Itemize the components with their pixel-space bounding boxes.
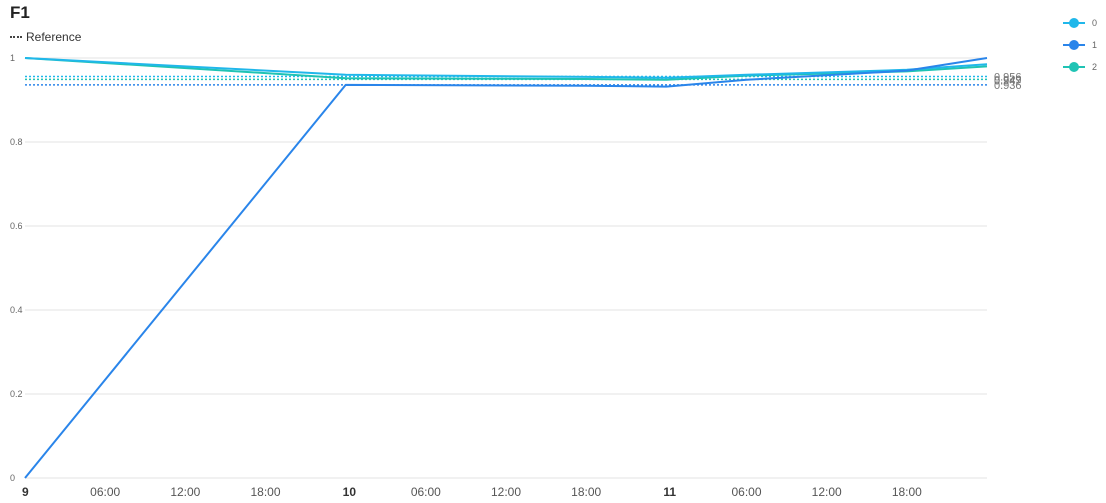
legend-label-2: 2 xyxy=(1092,62,1097,72)
x-tick-label: 11 xyxy=(663,485,676,499)
x-tick-label: 18:00 xyxy=(250,485,280,499)
y-tick-label: 0 xyxy=(10,473,15,483)
reference-legend: Reference xyxy=(10,30,81,44)
y-tick-label: 0.4 xyxy=(10,305,23,315)
x-tick-label: 18:00 xyxy=(892,485,922,499)
x-tick-label: 10 xyxy=(343,485,357,499)
y-tick-label: 1 xyxy=(10,53,15,63)
y-tick-label: 0.8 xyxy=(10,137,23,147)
x-tick-label: 06:00 xyxy=(411,485,441,499)
x-tick-label: 9 xyxy=(22,485,29,499)
reference-legend-label: Reference xyxy=(26,30,82,44)
x-tick-label: 06:00 xyxy=(90,485,120,499)
x-tick-label: 12:00 xyxy=(491,485,521,499)
reference-value-label: 0.949 xyxy=(994,74,1022,86)
legend-label-1: 1 xyxy=(1092,40,1097,50)
legend-marker-0 xyxy=(1069,18,1079,28)
legend-label-0: 0 xyxy=(1092,18,1097,28)
x-tick-label: 12:00 xyxy=(170,485,200,499)
x-tick-label: 18:00 xyxy=(571,485,601,499)
y-tick-label: 0.6 xyxy=(10,221,23,231)
y-tick-label: 0.2 xyxy=(10,389,23,399)
series-line-1 xyxy=(24,57,988,479)
legend-marker-2 xyxy=(1069,62,1079,72)
x-tick-label: 06:00 xyxy=(731,485,761,499)
chart-title: F1 xyxy=(10,3,30,22)
legend-marker-1 xyxy=(1069,40,1079,50)
dotted-line-icon xyxy=(10,36,22,38)
x-tick-label: 12:00 xyxy=(812,485,842,499)
reference-value-label: 0.936 xyxy=(994,80,1022,92)
reference-value-label: 0.947 xyxy=(994,75,1022,87)
reference-value-label: 0.956 xyxy=(994,71,1022,83)
